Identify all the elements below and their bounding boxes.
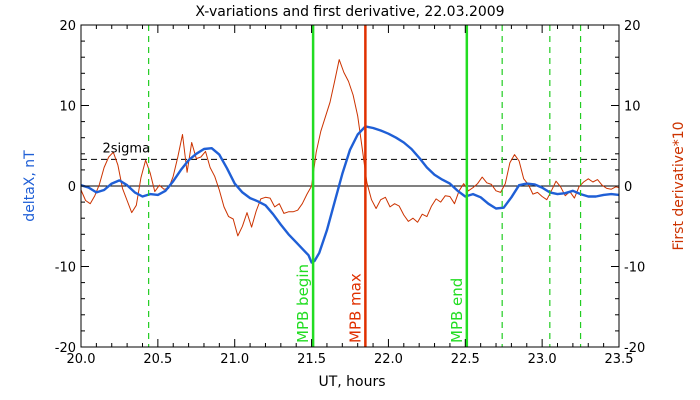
event-label-3: MPB end — [448, 278, 466, 343]
event-markers: MPB begin MPB max MPB end — [148, 25, 582, 347]
x-tick-label: 23.0 — [528, 352, 557, 367]
reference-lines — [81, 158, 619, 187]
y-left-tick-label: -20 — [55, 341, 76, 356]
y-axis-right-label: First derivative*10 — [671, 121, 687, 250]
threshold-label: 2sigma — [103, 141, 151, 156]
x-tick-label: 22.5 — [451, 352, 480, 367]
y-left-tick-label: 0 — [68, 180, 76, 195]
y-left-tick-label: 10 — [59, 100, 76, 115]
x-tick-label: 21.0 — [220, 352, 249, 367]
event-label-1: MPB begin — [294, 264, 312, 343]
x-tick-label: 22.0 — [374, 352, 403, 367]
x-tick-label: 21.5 — [297, 352, 326, 367]
chart-title: X-variations and first derivative, 22.03… — [195, 4, 504, 20]
y-right-tick-label: 20 — [624, 19, 641, 34]
y-right-tick-label: 10 — [624, 100, 641, 115]
axis-ticks: 20.0 20.5 21.0 21.5 22.0 22.5 23.0 23.5-20 -20-1… — [55, 19, 645, 367]
y-axis-left-label: deltaX, nT — [22, 150, 38, 222]
event-label-2: MPB max — [346, 273, 364, 343]
y-left-tick-label: -10 — [55, 261, 76, 276]
x-tick-label: 23.5 — [605, 352, 634, 367]
x-tick-label: 20.0 — [67, 352, 96, 367]
x-axis-label: UT, hours — [318, 374, 385, 390]
y-right-tick-label: 0 — [624, 180, 632, 195]
series-line-deltax — [80, 125, 620, 264]
y-right-tick-label: -10 — [624, 261, 645, 276]
plot-area: MPB begin MPB max MPB end 20.0 20.5 21.0 21.5… — [55, 19, 645, 367]
x-tick-label: 20.5 — [143, 352, 172, 367]
y-left-tick-label: 20 — [59, 19, 76, 34]
series-layer — [80, 59, 620, 264]
y-right-tick-label: -20 — [624, 341, 645, 356]
